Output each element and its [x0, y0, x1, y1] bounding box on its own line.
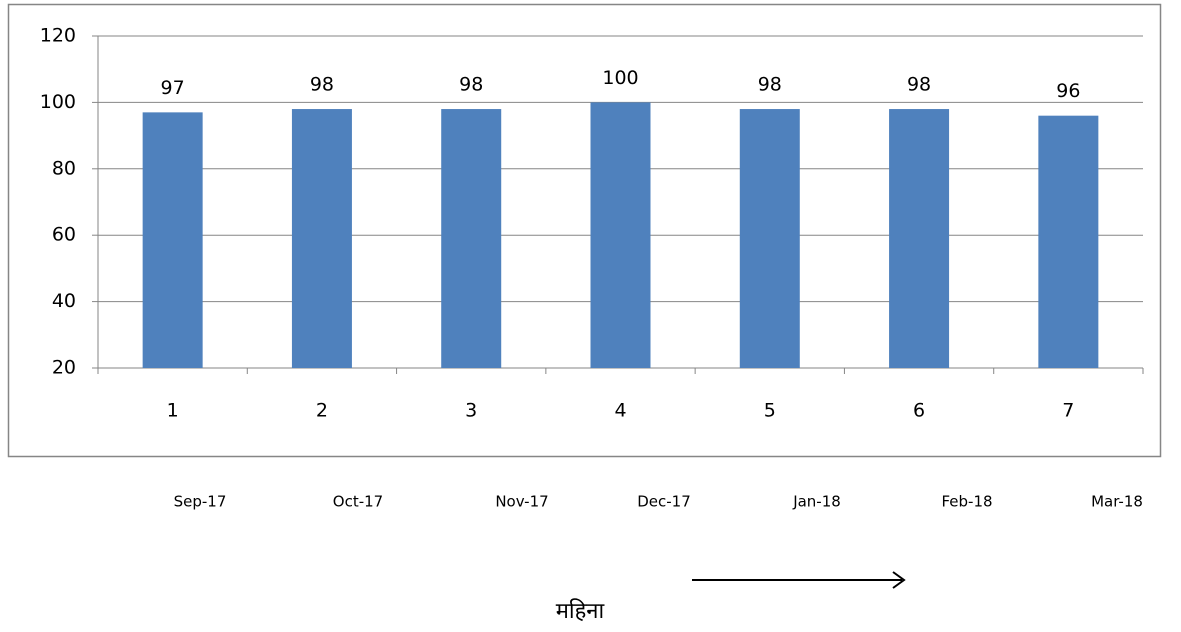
bar — [889, 109, 950, 368]
y-tick-label: 20 — [52, 357, 76, 379]
bar — [441, 109, 502, 368]
data-label: 98 — [758, 74, 782, 96]
data-label: 98 — [310, 74, 334, 96]
x-tick-label: 3 — [465, 400, 477, 422]
bar — [590, 102, 651, 369]
y-tick-label: 80 — [52, 157, 76, 179]
month-label: Dec-17 — [637, 493, 691, 511]
x-axis-label: महिना — [556, 598, 605, 624]
data-label: 96 — [1056, 80, 1080, 102]
x-tick-label: 6 — [913, 400, 925, 422]
bar — [739, 109, 800, 368]
bar — [291, 109, 352, 368]
data-label: 100 — [602, 67, 638, 89]
arrow-head — [892, 571, 906, 589]
data-label: 98 — [459, 74, 483, 96]
month-label: Oct-17 — [333, 493, 383, 511]
bar — [1038, 115, 1099, 369]
x-tick-label: 7 — [1062, 400, 1074, 422]
month-label: Mar-18 — [1091, 493, 1143, 511]
data-label: 98 — [907, 74, 931, 96]
y-tick-label: 120 — [40, 25, 76, 47]
bar — [142, 112, 203, 368]
month-label: Jan-18 — [792, 493, 841, 511]
month-label: Feb-18 — [941, 493, 992, 511]
x-tick-label: 4 — [614, 400, 626, 422]
data-label: 97 — [161, 77, 185, 99]
x-tick-label: 5 — [764, 400, 776, 422]
month-label: Nov-17 — [495, 493, 548, 511]
y-tick-label: 100 — [40, 91, 76, 113]
y-tick-label: 60 — [52, 224, 76, 246]
y-tick-label: 40 — [52, 290, 76, 312]
month-label: Sep-17 — [174, 493, 227, 511]
x-tick-label: 1 — [167, 400, 179, 422]
x-tick-label: 2 — [316, 400, 328, 422]
